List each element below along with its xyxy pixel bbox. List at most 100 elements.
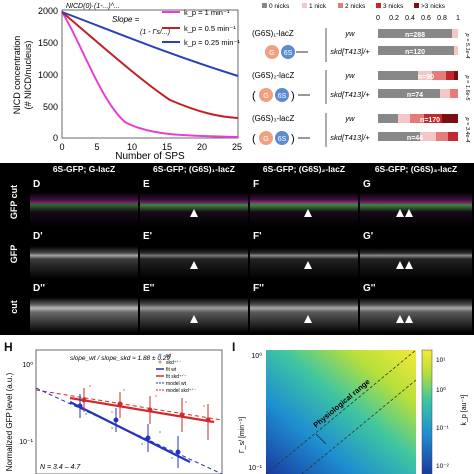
construct-label-2: (G6S)₂-lacZ xyxy=(252,71,294,80)
panel-b-chart: 2000 1500 1000 500 0 0 5 10 15 20 25 Num… xyxy=(12,3,242,160)
xtick-25: 25 xyxy=(232,142,242,152)
xtick-15: 15 xyxy=(162,142,172,152)
legend-skd: skd⁺ᐟ⁻ xyxy=(166,360,182,366)
arrowhead-icon xyxy=(396,261,404,269)
c-tick-04: 0.4 xyxy=(405,15,415,22)
n-label: n=288 xyxy=(405,32,425,39)
svg-text:G: G xyxy=(263,136,268,143)
genotype-skd-2: skd[T413]/+ xyxy=(330,90,370,99)
arrowhead-icon xyxy=(190,261,198,269)
svg-text:6S: 6S xyxy=(278,136,287,143)
micrograph-e-prime: E' xyxy=(140,229,248,279)
gal-icon xyxy=(265,45,279,59)
xtick-20: 20 xyxy=(197,142,207,152)
construct-label-3: (G6S)₃-lacZ xyxy=(252,114,294,123)
micrograph-f-dprime: F'' xyxy=(250,281,358,333)
bar-seg xyxy=(378,46,454,55)
legend-1-nick-swatch xyxy=(302,3,307,8)
panel-letter-h: H xyxy=(4,340,13,354)
bar-seg xyxy=(378,29,452,38)
bar-seg xyxy=(436,132,448,141)
bar-seg xyxy=(398,114,410,123)
cb-tick-2: 10⁰ xyxy=(436,386,446,394)
n-label: n=170 xyxy=(420,117,440,124)
micrograph-d-dprime: D'' xyxy=(30,281,138,333)
slope-ratio: slope_wt / slope_skd ≈ 1.88 ± 0.29 xyxy=(70,355,170,362)
formula-slope-rhs: (1 - Γs/...) xyxy=(140,29,170,36)
ytick-500: 500 xyxy=(43,102,58,112)
fit-wt-line xyxy=(69,401,191,463)
bar-seg xyxy=(442,114,458,123)
legend-1-nick: 1 nick xyxy=(309,3,327,10)
bar-seg xyxy=(454,46,458,55)
construct-group-3: (G6S)₃-lacZ ( G 6S ) yw skd[T413]/+ n=17… xyxy=(252,113,470,147)
skd-points xyxy=(81,388,211,440)
arrowhead-icon xyxy=(190,209,198,217)
c-tick-1: 1 xyxy=(456,15,460,22)
genotype-skd-3: skd[T413]/+ xyxy=(330,133,370,142)
panel-b-ylabel-2: (# NICD/nucleus) xyxy=(23,40,33,109)
panel-i-chart: Γ_s/ [min⁻¹] 10⁰ 10⁻¹ Physiological rang… xyxy=(239,349,468,474)
legend-gt3-nicks-swatch xyxy=(414,3,419,8)
panel-b-yticks: 2000 1500 1000 500 0 xyxy=(38,6,58,143)
legend-kp-1: k_p = 1 min⁻¹ xyxy=(184,8,230,17)
skd-raw-points xyxy=(88,384,206,414)
svg-text:6S: 6S xyxy=(278,93,287,100)
gal-icon xyxy=(259,131,273,145)
genotype-yw-3: yw xyxy=(344,114,355,123)
legend-2-nicks: 2 nicks xyxy=(345,3,366,10)
construct-label-1: (G6S)₁-lacZ xyxy=(252,29,294,38)
paren-open: ( xyxy=(252,133,256,145)
panel-c-axis: 0 0.2 0.4 0.6 0.8 1 xyxy=(376,15,460,22)
arrowhead-icon xyxy=(396,209,404,217)
genotype-yw-2: yw xyxy=(344,71,355,80)
formula-slope-lhs: Slope = xyxy=(112,15,140,24)
curve-kp-1 xyxy=(61,11,239,138)
panel-b-axes-box xyxy=(61,9,239,139)
panel-i-ylabel: Γ_s/ [min⁻¹] xyxy=(239,417,246,453)
xtick-10: 10 xyxy=(127,142,137,152)
panel-b-xlabel: Number of SPS xyxy=(115,151,185,160)
bar-seg xyxy=(440,89,450,98)
legend-fit-skd: fit skd⁺ᐟ⁻ xyxy=(166,374,187,380)
bar-seg xyxy=(446,71,454,80)
n-label: n=74 xyxy=(407,92,423,99)
legend-fit-wt: fit wt xyxy=(166,367,177,373)
micrograph-f-prime: F' xyxy=(250,229,358,279)
bar-seg xyxy=(378,132,420,141)
arrowhead-icon xyxy=(304,261,312,269)
n-range: N = 3.4 – 4.7 xyxy=(40,464,81,471)
arrowhead-icon xyxy=(405,315,413,323)
bar-seg xyxy=(418,71,432,80)
svg-text:6S: 6S xyxy=(284,50,293,57)
paren-open: ( xyxy=(252,90,256,102)
ytick-0: 0 xyxy=(53,133,58,143)
legend-0-nicks-swatch xyxy=(262,3,267,8)
paren-close: ) xyxy=(291,133,295,145)
construct-group-1: (G6S)₁-lacZ G 6S yw skd[T413]/+ n=288 n=… xyxy=(252,28,470,62)
micrograph-g: G xyxy=(360,177,472,227)
six-s-icon xyxy=(275,88,289,102)
panel-h-chart: Normalized GFP level (a.u.) 10⁰ 10⁻¹ xyxy=(5,349,223,474)
micrograph-e-dprime: E'' xyxy=(140,281,248,333)
i-ytick-2: 10⁻¹ xyxy=(248,465,262,472)
cb-tick-3: 10⁻¹ xyxy=(436,425,450,432)
gal-icon xyxy=(259,88,273,102)
bar-seg xyxy=(448,132,458,141)
pval-1: p = 5.1e-4 xyxy=(464,33,470,59)
c-tick-06: 0.6 xyxy=(421,15,431,22)
micrograph-g-dprime: G'' xyxy=(360,281,472,333)
micrograph-f: F xyxy=(250,177,358,227)
c-tick-08: 0.8 xyxy=(437,15,447,22)
legend-wt: wt xyxy=(166,353,172,359)
h-ytick-1: 10⁰ xyxy=(22,361,33,369)
legend-3-nicks: 3 nicks xyxy=(383,3,404,10)
panel-b-ylabel-1: NICD concentration xyxy=(12,36,22,115)
bar-seg xyxy=(424,114,442,123)
panel-h-ylabel: Normalized GFP level (a.u.) xyxy=(5,372,14,471)
bar-seg xyxy=(420,132,436,141)
bar-seg xyxy=(378,71,418,80)
six-s-icon xyxy=(281,45,295,59)
pval-3: p = 3.4e-4 xyxy=(464,117,470,143)
formula-top: NICD(0)·(1-...)^... xyxy=(66,3,120,10)
